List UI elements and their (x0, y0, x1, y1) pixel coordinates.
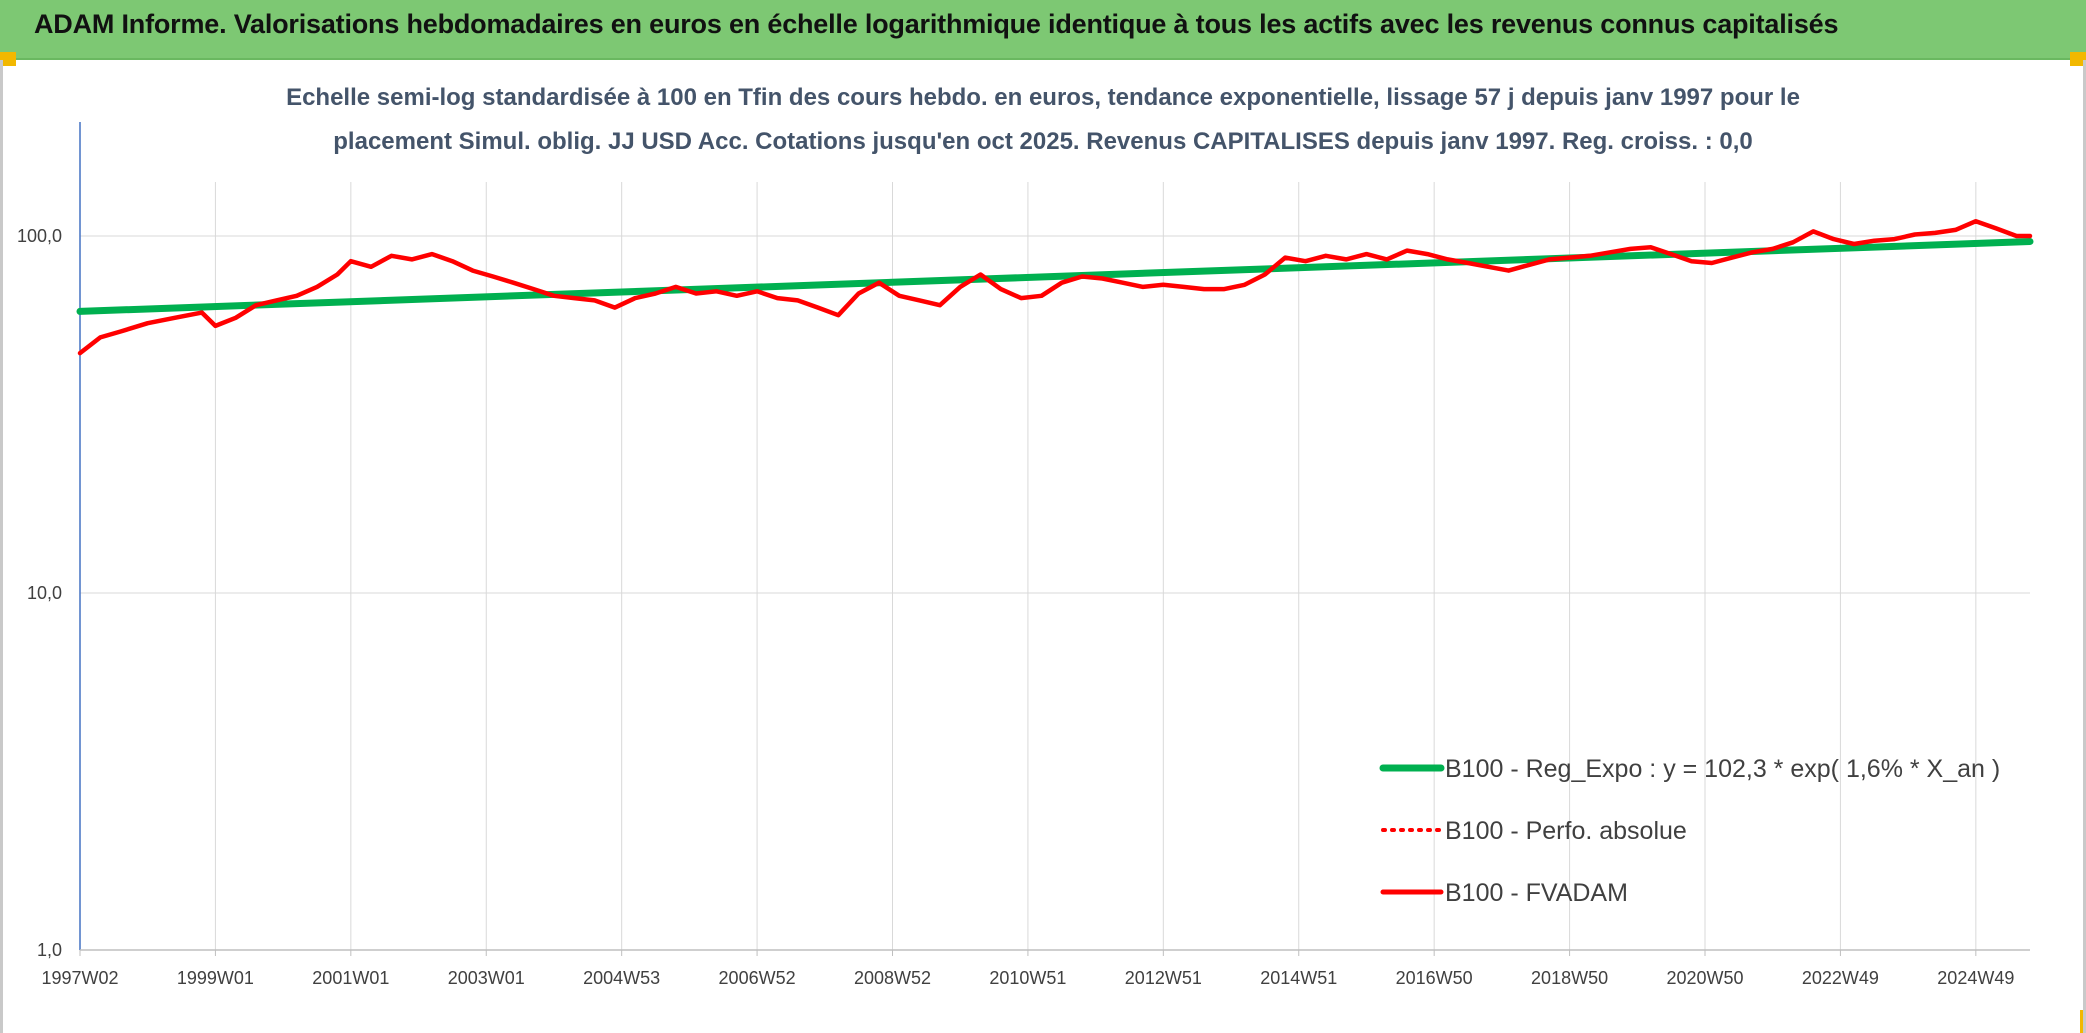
x-tick-label: 2001W01 (312, 968, 389, 988)
series (76, 218, 2034, 356)
x-tick-label: 2012W51 (1125, 968, 1202, 988)
series-line-0 (76, 238, 2034, 315)
x-tick-label: 1997W02 (41, 968, 118, 988)
y-tick-label: 100,0 (17, 226, 62, 246)
page-title: ADAM Informe. Valorisations hebdomadaire… (34, 9, 1839, 39)
series-line-2 (77, 218, 2033, 356)
axes: 1,0 10,0 100,0 1997W02 1999W01 2001W01 2003W01… (17, 122, 2030, 988)
x-tick-label: 1999W01 (177, 968, 254, 988)
chart-subtitle-line-2: placement Simul. oblig. JJ USD Acc. Cota… (333, 128, 1752, 155)
corner-mark-left (0, 52, 16, 66)
legend-label-1: B100 - Perfo. absolue (1445, 817, 1687, 845)
y-tick-label: 1,0 (37, 940, 62, 960)
x-tick-label: 2004W53 (583, 968, 660, 988)
x-tick-label: 2003W01 (448, 968, 525, 988)
x-tick-label: 2024W49 (1937, 968, 2014, 988)
chart: Echelle semi-log standardisée à 100 en T… (17, 84, 2034, 988)
legend: B100 - Reg_Expo : y = 102,3 * exp( 1,6% … (1379, 755, 2000, 907)
x-tick-label: 2020W50 (1666, 968, 1743, 988)
x-tick-label: 2014W51 (1260, 968, 1337, 988)
x-tick-label: 2008W52 (854, 968, 931, 988)
x-tick-label: 2022W49 (1802, 968, 1879, 988)
x-tick-label: 2018W50 (1531, 968, 1608, 988)
grid (79, 182, 2030, 951)
x-tick-label: 2006W52 (719, 968, 796, 988)
chart-subtitle-line-1: Echelle semi-log standardisée à 100 en T… (286, 84, 1800, 111)
header-bar: ADAM Informe. Valorisations hebdomadaire… (0, 0, 2086, 60)
x-tick-label: 2016W50 (1396, 968, 1473, 988)
corner-mark-right (2070, 52, 2086, 66)
legend-label-2: B100 - FVADAM (1445, 879, 1628, 907)
y-tick-label: 10,0 (27, 583, 62, 603)
chart-frame: Echelle semi-log standardisée à 100 en T… (0, 60, 2086, 1033)
x-tick-label: 2010W51 (989, 968, 1066, 988)
legend-label-0: B100 - Reg_Expo : y = 102,3 * exp( 1,6% … (1445, 755, 2000, 783)
